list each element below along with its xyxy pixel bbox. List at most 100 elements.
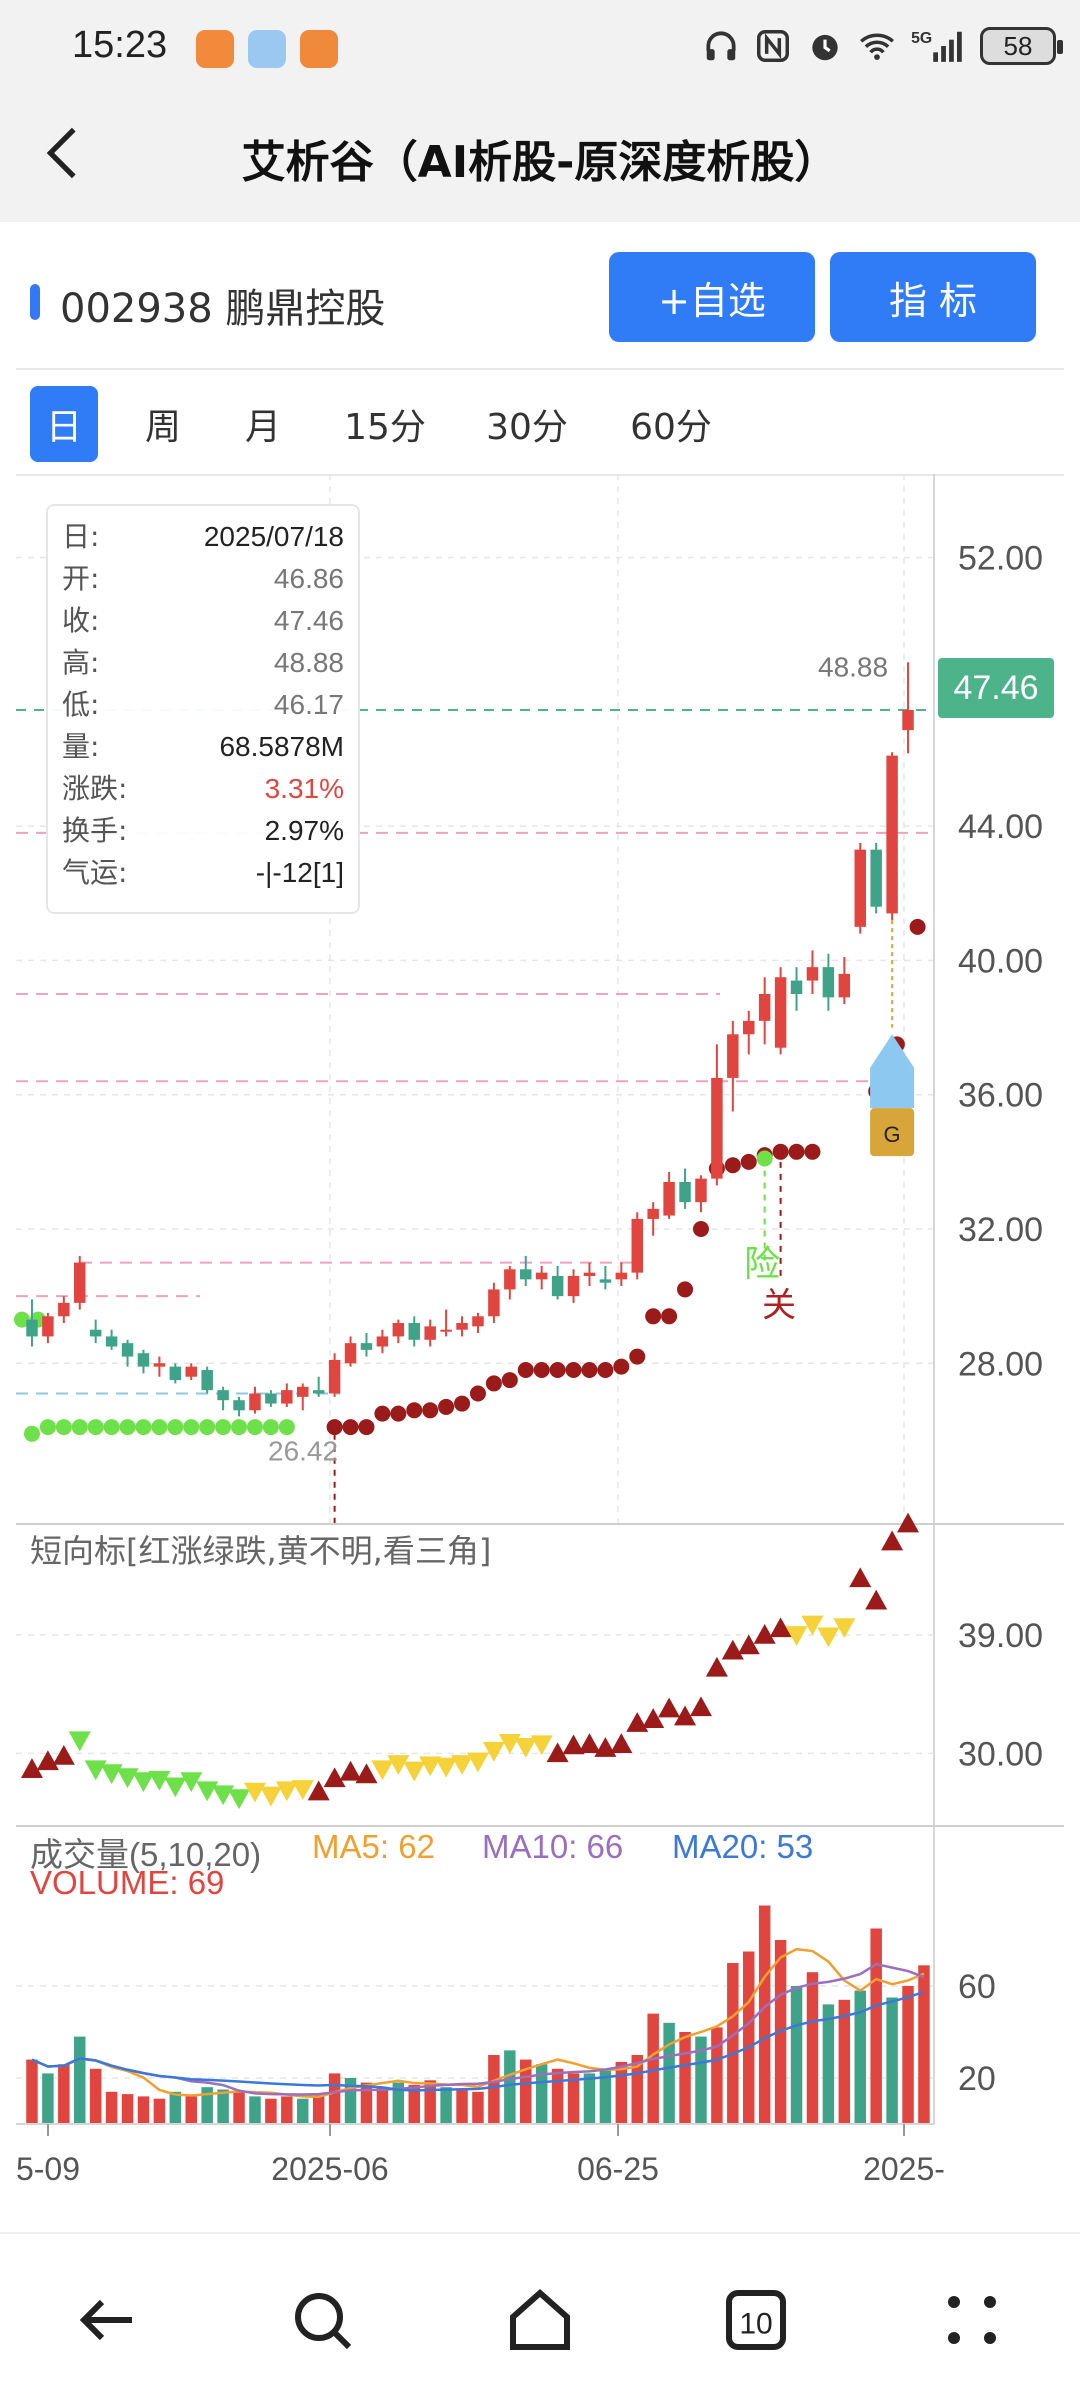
volume-bar [440, 2087, 452, 2124]
volume-bar [663, 2022, 675, 2124]
candle-body [297, 1386, 309, 1397]
tab-month[interactable]: 月 [244, 407, 281, 448]
back-icon[interactable] [30, 118, 100, 188]
support-dot [103, 1419, 120, 1436]
stock-marker [30, 284, 40, 320]
menu-icon[interactable] [936, 2284, 1008, 2356]
chart-area[interactable]: 52.00 44.00 40.00 36.00 32.00 28.00 48.88 26.42… [0, 474, 1080, 2234]
volume-bar [297, 2098, 309, 2124]
trend-dot [549, 1362, 566, 1378]
volume-title: 成交量(5,10,20) [30, 1836, 262, 1873]
y-tick-label: 28.00 [958, 1345, 1043, 1383]
title-bar: 艾析谷（AI析股-原深度析股） [0, 90, 1080, 222]
home-icon[interactable] [504, 2284, 576, 2356]
tab-60min[interactable]: 60分 [630, 407, 712, 448]
volume-bar [137, 2096, 150, 2124]
indicator-triangle [737, 1634, 760, 1655]
support-dot [231, 1419, 248, 1436]
volume-bar [743, 1951, 755, 2124]
volume-bar [185, 2096, 197, 2124]
indicator-triangle [52, 1745, 75, 1765]
volume-bar [105, 2091, 118, 2124]
tooltip-key: 低: [62, 688, 100, 721]
trend-dot [740, 1153, 757, 1170]
tab-week[interactable]: 周 [144, 407, 181, 448]
volume-bar [217, 2089, 229, 2124]
support-dot [14, 1311, 30, 1328]
trend-dot [517, 1362, 534, 1378]
tooltip-key: 换手: [62, 814, 128, 847]
volume-bar [790, 1986, 803, 2124]
volume-legend: VOLUME: 69 [30, 1864, 225, 1901]
indicator-triangle [897, 1512, 920, 1533]
volume-bar [822, 2004, 835, 2124]
tooltip-value: 48.88 [273, 647, 344, 678]
tab-day[interactable]: 日 [30, 386, 98, 462]
volume-bar [42, 2073, 54, 2124]
candle-body [695, 1178, 707, 1203]
support-dot [262, 1419, 279, 1436]
candle-body [758, 994, 771, 1021]
volume-bar [599, 2068, 612, 2124]
tooltip-row: 日: 2025/07/18 [62, 516, 344, 558]
stock-code-name: 002938 鹏鼎控股 [60, 286, 386, 332]
candle-body [774, 977, 787, 1048]
tab-30min[interactable]: 30分 [486, 407, 568, 448]
candle-body [806, 967, 819, 981]
indicator-triangle [801, 1615, 824, 1636]
support-dot [215, 1419, 232, 1436]
indicator-button[interactable]: 指 标 [830, 252, 1036, 342]
tab-15min[interactable]: 15分 [344, 407, 426, 448]
candle-body [440, 1329, 452, 1332]
indicator-triangle [562, 1734, 585, 1755]
tabs-icon[interactable]: 10 [720, 2284, 792, 2356]
candle-body [249, 1393, 261, 1411]
indicator-title: 短向标[红涨绿跌,黄不明,看三角] [30, 1532, 492, 1570]
volume-bar [504, 2050, 516, 2124]
volume-bar [392, 2082, 405, 2124]
indicator-triangle [881, 1530, 904, 1551]
indicator-triangle [689, 1696, 712, 1717]
indicator-triangle [530, 1735, 553, 1756]
candle-body [551, 1276, 564, 1297]
indicator-triangle [100, 1764, 123, 1785]
alarm-icon [812, 34, 838, 61]
indicator-triangle [84, 1760, 107, 1781]
volume-bar [74, 2036, 86, 2124]
volume-bar [281, 2096, 293, 2124]
volume-bar [265, 2098, 277, 2124]
indicator-triangle [116, 1768, 139, 1789]
indicator-triangle [259, 1786, 282, 1807]
indicator-triangle [387, 1755, 410, 1775]
trend-dot [469, 1385, 486, 1402]
tooltip-value: 68.5878M [219, 731, 344, 762]
back-arrow-icon[interactable] [72, 2284, 144, 2356]
indicator-triangle [769, 1617, 792, 1638]
trend-dot [724, 1157, 741, 1174]
indicator-triangle [785, 1626, 808, 1646]
trend-dot [804, 1143, 821, 1160]
search-icon[interactable] [286, 2284, 358, 2356]
indicator-triangle [849, 1567, 872, 1588]
app-notification-icon [196, 30, 234, 68]
y-tick-label: 60 [958, 1968, 996, 2006]
y-tick-label: 40.00 [958, 942, 1043, 980]
indicator-triangle [482, 1741, 505, 1762]
trend-dot [692, 1221, 709, 1237]
price-chart[interactable]: 52.00 44.00 40.00 36.00 32.00 28.00 48.88 26.42… [0, 474, 1080, 2234]
y-tick-label: 52.00 [958, 540, 1043, 578]
candle-body [711, 1077, 723, 1179]
add-watchlist-button[interactable]: +自选 [609, 252, 815, 342]
candle-body [217, 1390, 229, 1401]
support-dot [119, 1419, 136, 1436]
ma20-legend: MA20: 53 [672, 1828, 814, 1865]
candle-body [886, 755, 898, 914]
volume-bar [902, 1986, 914, 2124]
indicator-triangle [196, 1781, 219, 1802]
candle-body [727, 1034, 739, 1078]
indicator-triangle [212, 1785, 235, 1806]
indicator-triangle [339, 1760, 362, 1781]
candle-body [504, 1269, 516, 1290]
indicator-triangle [642, 1708, 665, 1728]
indicator-triangle [403, 1761, 426, 1782]
